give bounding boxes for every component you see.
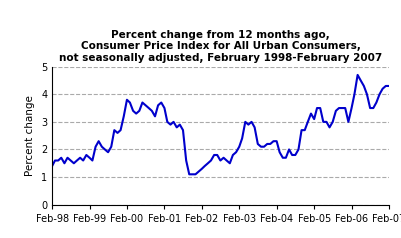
Title: Percent change from 12 months ago,
Consumer Price Index for All Urban Consumers,: Percent change from 12 months ago, Consu… (59, 30, 382, 63)
Y-axis label: Percent change: Percent change (25, 95, 35, 176)
